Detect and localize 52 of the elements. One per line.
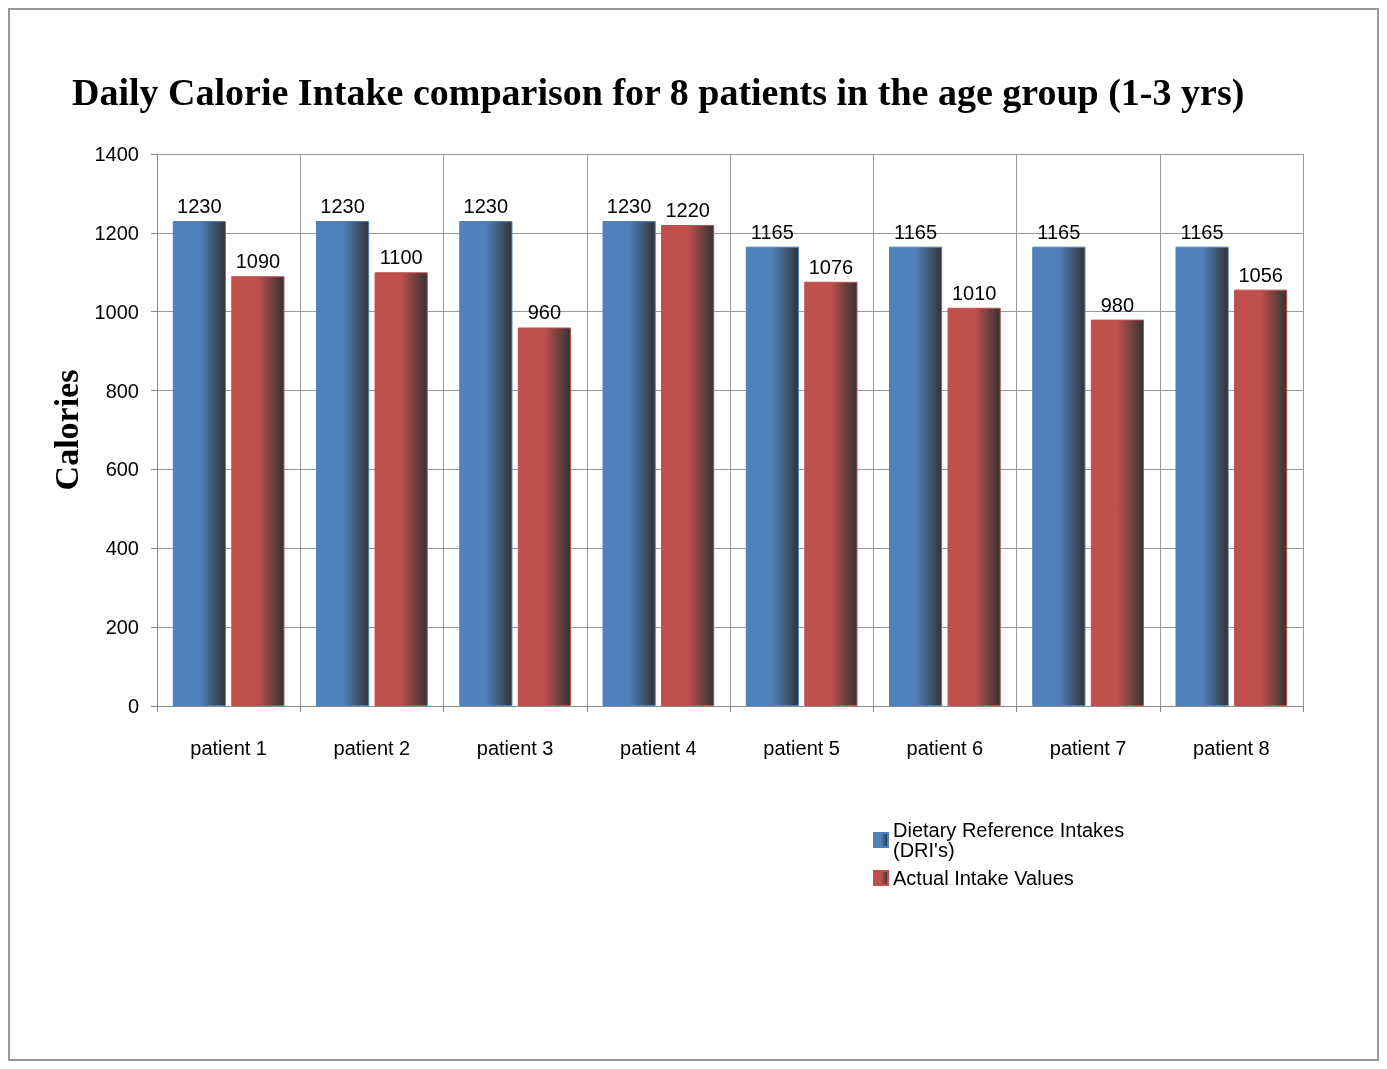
data-label: 1220 (665, 198, 710, 221)
y-axis-title: Calories (48, 369, 86, 491)
bar (804, 281, 858, 706)
chart-title: Daily Calorie Intake comparison for 8 patients in the age group (1-3 yrs) (72, 71, 1245, 114)
x-tick-label: patient 7 (1049, 737, 1127, 759)
legend-label: Actual Intake Values (893, 867, 1074, 889)
bar (1234, 289, 1288, 706)
data-label: 1230 (177, 195, 222, 218)
x-tick-label: patient 6 (906, 737, 984, 759)
data-label: 960 (527, 301, 562, 324)
bar (374, 272, 428, 706)
bar (661, 224, 715, 706)
data-label: 1090 (235, 250, 281, 273)
data-label: 1230 (606, 195, 652, 218)
x-tick-label: patient 8 (1193, 737, 1270, 759)
y-tick-label: 600 (105, 458, 139, 481)
data-label: 1076 (808, 255, 854, 278)
bar (1175, 246, 1229, 706)
bar (517, 327, 571, 706)
bar (459, 221, 513, 706)
data-label: 1165 (1180, 220, 1224, 243)
y-tick-label: 200 (105, 616, 139, 639)
y-tick-label: 400 (105, 537, 139, 560)
data-label: 1165 (894, 220, 938, 243)
y-tick-label: 1400 (94, 143, 139, 165)
bar (889, 246, 943, 706)
data-label: 980 (1100, 293, 1135, 316)
bar (745, 246, 799, 706)
bar (172, 221, 226, 706)
bar (316, 221, 370, 706)
x-tick-label: patient 1 (190, 737, 267, 759)
legend-label: Dietary Reference Intakes (DRI's) (893, 819, 1130, 861)
bar (602, 221, 656, 706)
bar (1090, 319, 1144, 706)
x-tick-label: patient 5 (763, 737, 840, 759)
data-label: 1056 (1238, 263, 1283, 286)
bar (231, 276, 285, 706)
x-tick-label: patient 4 (620, 737, 697, 759)
data-label: 1165 (750, 220, 794, 243)
data-label: 1230 (463, 195, 509, 218)
data-label: 1230 (320, 195, 365, 218)
bar (1032, 246, 1086, 706)
x-tick-label: patient 3 (476, 737, 554, 759)
y-tick-label: 0 (127, 695, 139, 717)
x-tick-label: patient 2 (333, 737, 411, 759)
data-label: 1100 (379, 246, 423, 269)
data-label: 1165 (1037, 220, 1081, 243)
data-label: 1010 (951, 281, 997, 304)
y-tick-label: 1000 (94, 300, 139, 323)
y-tick-label: 1200 (94, 221, 139, 244)
y-tick-label: 800 (105, 379, 139, 402)
bar (947, 307, 1001, 706)
